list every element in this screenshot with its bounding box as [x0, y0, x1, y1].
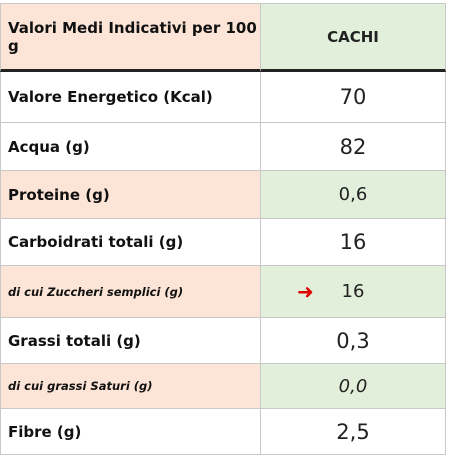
row-value-fat: 0,3: [261, 318, 446, 364]
row-label-protein: Proteine (g): [0, 171, 261, 219]
header-product: CACHI: [261, 3, 446, 72]
table-row: di cui grassi Saturi (g) 0,0: [0, 364, 450, 409]
arrow-right-icon: ➜: [297, 279, 314, 304]
table-row: Proteine (g) 0,6: [0, 171, 450, 219]
row-value-saturated: 0,0: [261, 364, 446, 409]
row-label-saturated: di cui grassi Saturi (g): [0, 364, 261, 409]
row-value-fiber: 2,5: [261, 409, 446, 455]
row-value-sugars: 16: [341, 281, 365, 302]
table-row: Fibre (g) 2,5: [0, 409, 450, 455]
row-label-water: Acqua (g): [0, 123, 261, 171]
row-label-fiber: Fibre (g): [0, 409, 261, 455]
row-label-sugars: di cui Zuccheri semplici (g): [0, 266, 261, 318]
table-row: Acqua (g) 82: [0, 123, 450, 171]
table-row: Grassi totali (g) 0,3: [0, 318, 450, 364]
row-value-energy: 70: [261, 72, 446, 123]
row-value-sugars-cell: ➜ 16: [261, 266, 446, 318]
row-value-protein: 0,6: [261, 171, 446, 219]
table-row: Carboidrati totali (g) 16: [0, 219, 450, 266]
row-value-carbs: 16: [261, 219, 446, 266]
table-header-row: Valori Medi Indicativi per 100 g CACHI: [0, 3, 450, 72]
row-label-carbs: Carboidrati totali (g): [0, 219, 261, 266]
row-value-water: 82: [261, 123, 446, 171]
row-label-energy: Valore Energetico (Kcal): [0, 72, 261, 123]
table-row: di cui Zuccheri semplici (g) ➜ 16: [0, 266, 450, 318]
table-row: Valore Energetico (Kcal) 70: [0, 72, 450, 123]
row-label-fat: Grassi totali (g): [0, 318, 261, 364]
header-label: Valori Medi Indicativi per 100 g: [0, 3, 261, 72]
